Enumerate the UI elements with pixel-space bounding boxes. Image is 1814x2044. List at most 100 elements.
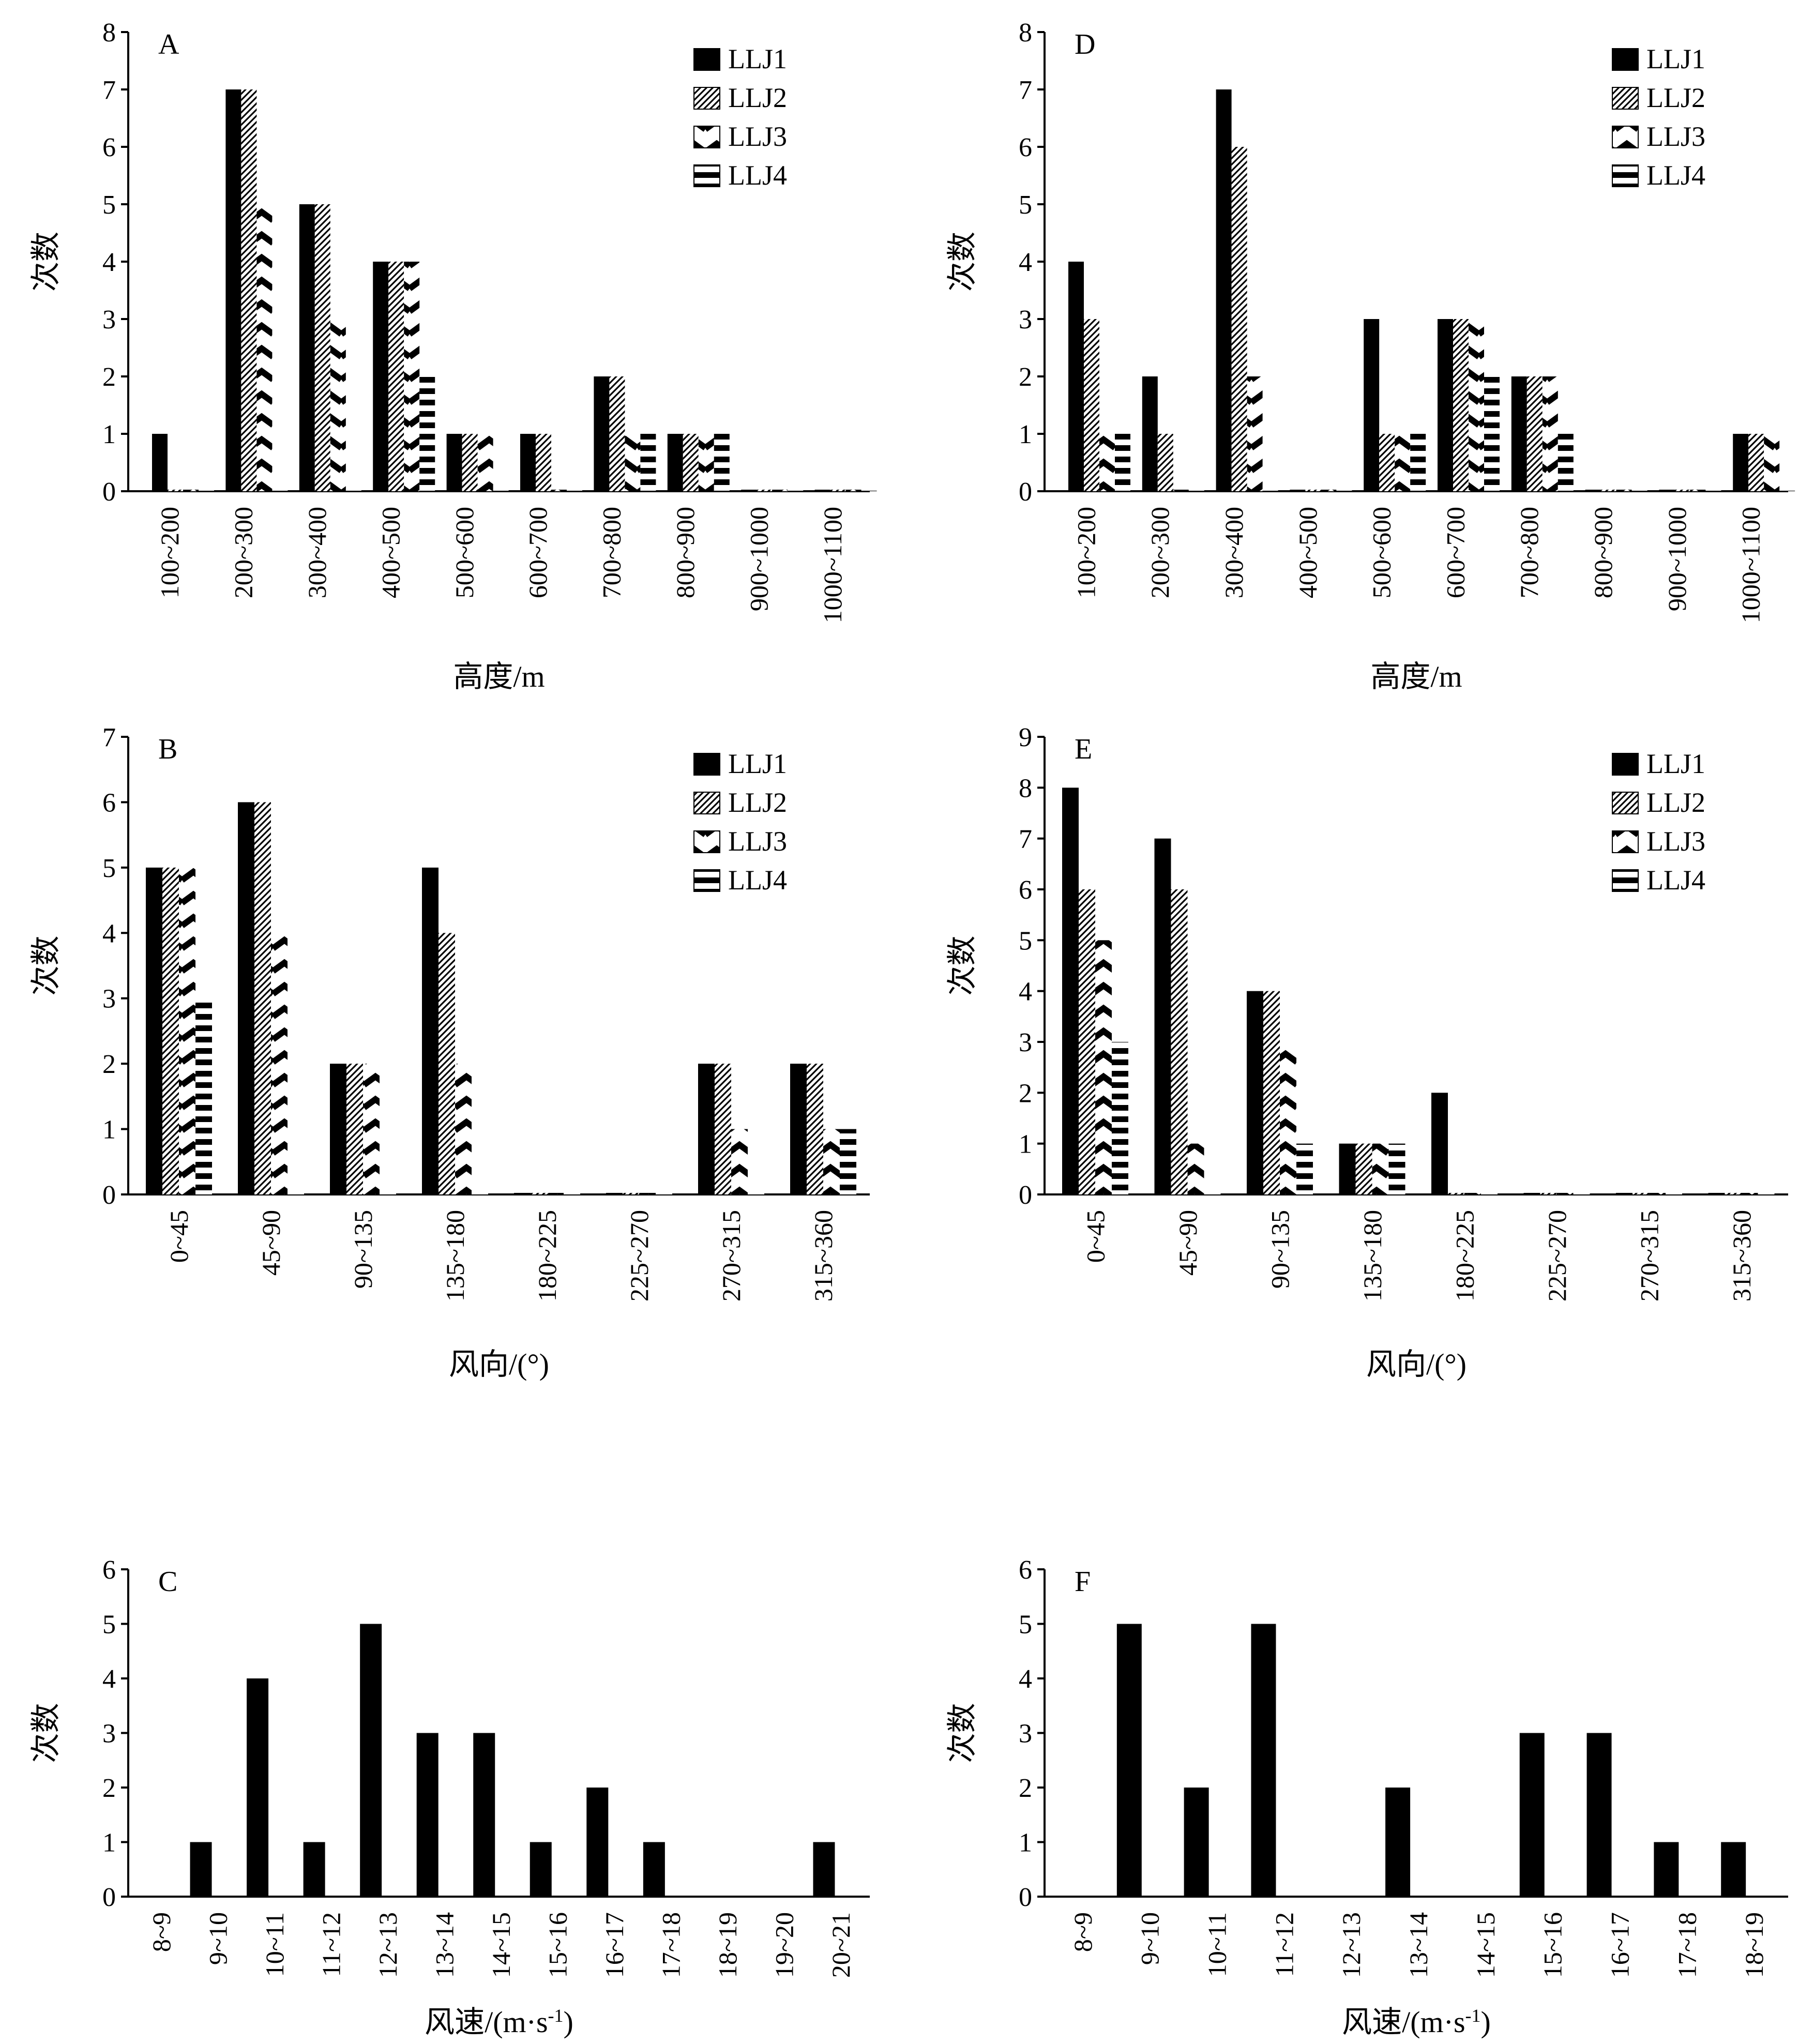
legend-label-llj4: LLJ4: [1646, 865, 1705, 896]
bar-b-llj2-6: [715, 1064, 731, 1194]
bar-b-llj1-0: [146, 867, 162, 1194]
bar-d-llj1-5: [1438, 319, 1453, 491]
bar-zero-mark: [1573, 1193, 1590, 1194]
y-tick-label: 5: [1019, 926, 1032, 956]
x-tick-label: 17~18: [1672, 1912, 1701, 1978]
bar-a-llj1-1: [225, 89, 241, 491]
x-tick-label: 135~180: [441, 1210, 470, 1301]
y-tick-label: 4: [1019, 977, 1032, 1007]
bar-a-llj2-1: [241, 89, 257, 491]
bar-d-llj1-9: [1733, 434, 1749, 491]
legend-swatch-llj3: [1612, 830, 1639, 853]
bar-a-llj2-7: [683, 434, 699, 491]
x-tick-label: 270~315: [717, 1210, 746, 1301]
y-tick-label: 0: [102, 477, 116, 507]
bar-zero-mark: [639, 1193, 656, 1194]
y-tick-label: 1: [102, 1828, 116, 1858]
bar-a-llj4-6: [640, 434, 656, 491]
bar-c-count-12: [813, 1842, 835, 1897]
bar-b-llj4-0: [195, 998, 212, 1194]
bar-e-llj2-2: [1263, 991, 1280, 1194]
bar-f-count-10: [1721, 1842, 1746, 1897]
bar-a-llj2-2: [314, 204, 330, 491]
x-tick-label: 11~12: [316, 1912, 345, 1977]
bar-b-llj2-3: [439, 933, 455, 1194]
y-tick-label: 1: [1019, 1130, 1032, 1159]
y-tick-label: 0: [102, 1883, 116, 1912]
bar-zero-mark: [1632, 1193, 1649, 1194]
bar-zero-mark: [1666, 1193, 1682, 1194]
bar-e-llj1-0: [1062, 788, 1079, 1194]
legend-swatch-llj1: [693, 753, 720, 776]
x-tick-label: 0~45: [1081, 1210, 1110, 1263]
x-tick-label: 400~500: [1293, 507, 1322, 598]
bar-a-llj1-7: [667, 434, 683, 491]
x-axis-label: 风向/(°): [449, 1347, 549, 1381]
bar-c-count-9: [643, 1842, 665, 1897]
bar-zero-mark: [564, 1193, 580, 1194]
y-tick-label: 3: [1019, 1719, 1032, 1749]
legend-swatch-llj4: [1612, 164, 1639, 187]
bar-zero-mark: [272, 490, 288, 491]
bar-d-llj2-2: [1231, 147, 1247, 491]
x-tick-label: 14~15: [487, 1912, 516, 1978]
legend-label-llj4: LLJ4: [728, 865, 787, 896]
bar-a-llj2-6: [609, 376, 625, 491]
bar-zero-mark: [1336, 490, 1352, 491]
bar-zero-mark: [748, 1193, 764, 1194]
bar-a-llj4-3: [419, 376, 435, 491]
x-tick-label: 45~90: [256, 1210, 285, 1276]
bar-f-count-2: [1184, 1788, 1209, 1897]
panel-letter: E: [1075, 733, 1092, 765]
bar-zero-mark: [493, 490, 509, 491]
x-tick-label: 15~16: [543, 1912, 572, 1978]
y-axis-label: 次数: [29, 1703, 63, 1763]
x-tick-label: 270~315: [1635, 1210, 1664, 1301]
chart-panel-f: 0 1 2 3 4 5 6 8~9 9~10 10~11 11~12 12~13 13~14 14~15 1…: [945, 1555, 1788, 2039]
bar-zero-mark: [1188, 490, 1204, 491]
x-tick-label: 12~13: [1337, 1912, 1366, 1978]
bar-zero-mark: [1556, 1193, 1574, 1194]
x-tick-label: 800~900: [671, 507, 700, 598]
x-tick-label: 90~135: [349, 1210, 377, 1289]
bar-zero-mark: [1758, 1193, 1775, 1194]
x-axis-label: 风速/(m·s-1): [425, 2005, 573, 2039]
bar-zero-mark: [1725, 1193, 1742, 1194]
x-tick-label: 315~360: [809, 1210, 838, 1301]
bar-zero-mark: [623, 1193, 639, 1194]
x-tick-label: 18~19: [713, 1912, 742, 1978]
bar-zero-mark: [531, 1193, 547, 1194]
bar-zero-mark: [1481, 1193, 1498, 1194]
y-tick-label: 6: [1019, 1555, 1032, 1585]
y-tick-label: 5: [1019, 1610, 1032, 1640]
y-tick-label: 7: [1019, 75, 1032, 105]
y-axis-label: 次数: [29, 935, 63, 995]
x-tick-label: 16~17: [1605, 1912, 1634, 1978]
bar-e-llj4-0: [1112, 1042, 1128, 1194]
legend-swatch-llj2: [693, 792, 720, 814]
x-tick-label: 225~270: [1543, 1210, 1571, 1301]
bar-zero-mark: [1616, 1193, 1632, 1194]
bar-zero-mark: [1600, 490, 1616, 491]
x-tick-label: 8~9: [1068, 1912, 1097, 1952]
x-tick-label: 800~900: [1589, 507, 1618, 598]
bar-c-count-4: [360, 1624, 382, 1897]
y-tick-label: 2: [1019, 362, 1032, 392]
bar-d-llj4-5: [1484, 376, 1500, 491]
bar-zero-mark: [199, 490, 214, 491]
chart-panel-e: 0 1 2 3 4 5 6 7 8 9 0~45 45~90 90~135 135~180 180~225 2…: [945, 723, 1788, 1381]
bar-zero-mark: [1585, 490, 1601, 491]
x-tick-label: 45~90: [1173, 1210, 1202, 1276]
y-tick-label: 6: [102, 1555, 116, 1585]
bar-d-llj2-4: [1379, 434, 1395, 491]
x-tick-label: 90~135: [1265, 1210, 1294, 1289]
legend-label-llj2: LLJ2: [728, 82, 787, 113]
y-tick-label: 2: [102, 1050, 116, 1079]
panel-letter: F: [1075, 1566, 1091, 1598]
panel-letter: A: [158, 28, 179, 60]
legend-label-llj3: LLJ3: [1646, 121, 1705, 152]
bar-zero-mark: [1305, 490, 1321, 491]
x-tick-label: 9~10: [203, 1912, 232, 1965]
bar-zero-mark: [814, 490, 830, 491]
bar-a-llj4-7: [714, 434, 730, 491]
